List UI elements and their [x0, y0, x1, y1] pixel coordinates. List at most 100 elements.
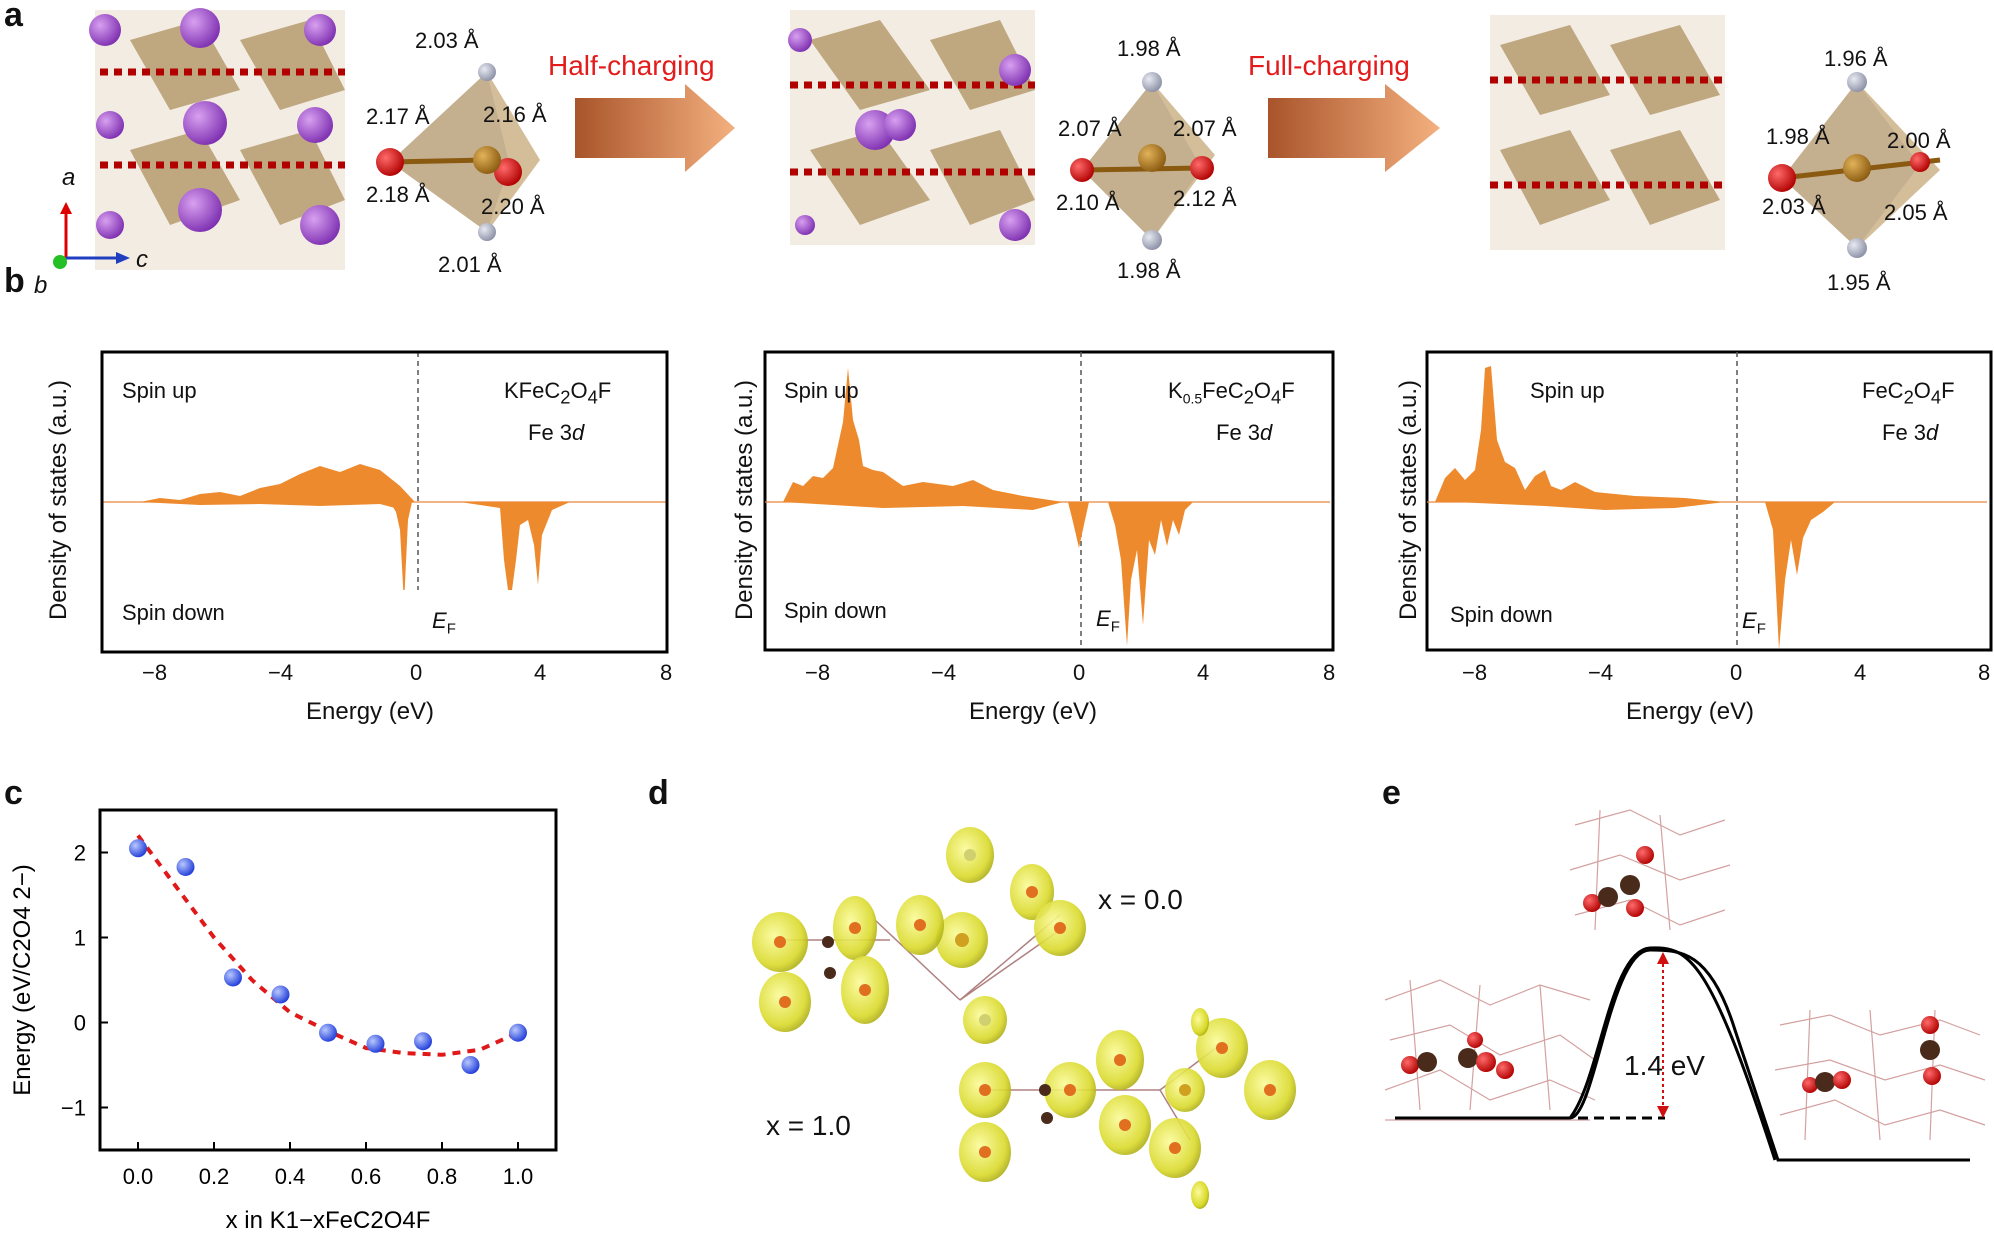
lattice-fragment-initial [1384, 979, 1596, 1121]
dos-ylabel-1: Density of states (a.u.) [45, 379, 72, 621]
ion-initial [1401, 1032, 1514, 1079]
panel-d-charge-density [752, 827, 1296, 1209]
arrow-full-charging [1268, 84, 1440, 172]
fermi-label: EF [1096, 606, 1120, 636]
bond-length: 1.95 Å [1827, 270, 1891, 295]
y-tick-label: 1 [74, 926, 86, 951]
bond-length: 2.10 Å [1056, 190, 1120, 215]
energy-vs-x-chart: 0.0 0.2 0.4 0.6 0.8 1.0 −1 0 1 2 x in K1−xFeC2O4F E… [9, 808, 558, 1234]
spin-down-label: Spin down [1450, 602, 1553, 627]
x-tick-label: 0.0 [123, 1164, 154, 1189]
x-tick: 4 [1854, 660, 1867, 685]
data-point [271, 985, 290, 1004]
orbital-label: Fe 3d [528, 420, 585, 445]
panel-label-a: a [4, 0, 23, 34]
bond-length: 1.98 Å [1117, 258, 1181, 283]
bond-length: 2.03 Å [415, 28, 479, 53]
crystal-structure-kfec2o4f [89, 8, 345, 270]
x-tick: 4 [1197, 660, 1210, 685]
dos-ylabel-3: Density of states (a.u.) [1395, 379, 1422, 621]
compound-label-fec2o4f: FeC2O4F [1862, 378, 1955, 408]
x-tick-label: 0.6 [351, 1164, 382, 1189]
dos-xlabel: Energy (eV) [969, 698, 1098, 725]
bond-length: 2.03 Å [1762, 194, 1826, 219]
bond-length: 1.98 Å [1766, 124, 1830, 149]
label-full-charging: Full-charging [1248, 50, 1410, 81]
bond-length: 2.17 Å [366, 104, 430, 129]
fermi-label: EF [1742, 608, 1766, 638]
data-point [461, 1056, 480, 1074]
bond-length: 2.16 Å [483, 102, 547, 127]
data-point [366, 1034, 385, 1053]
energy-barrier-curve [1568, 946, 1777, 1161]
axis-label-b: b [34, 272, 48, 299]
crystal-structure-fec2o4f [1490, 15, 1725, 250]
data-point [509, 1023, 527, 1042]
panel-e-migration-barrier [1384, 809, 1986, 1162]
compound-label-k05fec2o4f: K0.5FeC2O4F [1168, 378, 1295, 408]
x-tick: −8 [142, 660, 168, 685]
bond-length: 2.20 Å [481, 194, 545, 219]
fe-octahedron-3 [1768, 72, 1941, 258]
x-tick: −4 [1588, 660, 1614, 685]
panel-label-d: d [648, 774, 669, 812]
bond-length: 2.05 Å [1884, 200, 1948, 225]
compound-label-kfec2o4f: KFeC2O4F [504, 378, 612, 408]
ion-ts [1583, 846, 1654, 917]
x-tick: 8 [1323, 660, 1336, 685]
spin-up-label: Spin up [1530, 378, 1605, 403]
x-tick: −8 [805, 660, 831, 685]
fermi-label: EF [432, 608, 456, 638]
bond-length: 1.96 Å [1824, 46, 1888, 71]
x-tick-label: 0.2 [199, 1164, 230, 1189]
lattice-fragment-final [1774, 1009, 1986, 1141]
axis-label-a: a [62, 164, 76, 191]
x-tick-label: 0.8 [427, 1164, 458, 1189]
dos-plot-kfec2o4f-frame [100, 350, 669, 654]
data-point [176, 857, 195, 876]
panel-label-e: e [1382, 774, 1401, 812]
isosurface-x1 [959, 1008, 1296, 1209]
plot-frame [98, 808, 558, 1152]
fe-octahedron-2 [1070, 72, 1215, 250]
dos-xlabel: Energy (eV) [306, 698, 435, 725]
x1-label: x = 1.0 [766, 1110, 851, 1141]
data-point [319, 1023, 337, 1042]
panel-a-structures [53, 8, 1941, 270]
x-tick-label: 1.0 [503, 1164, 534, 1189]
data-point [224, 968, 242, 987]
dos-xlabel: Energy (eV) [1626, 698, 1755, 725]
orbital-label: Fe 3d [1216, 420, 1273, 445]
bond-length: 2.01 Å [438, 252, 502, 277]
y-tick-label: 0 [74, 1011, 86, 1036]
y-tick-label: −1 [61, 1096, 86, 1121]
dos-plot-fec2o4f [1425, 350, 1993, 652]
x-tick: 0 [1730, 660, 1743, 685]
y-axis-label: Energy (eV/C2O4 2−) [9, 864, 36, 1095]
arrow-half-charging [575, 84, 735, 172]
x-tick: −4 [268, 660, 294, 685]
fit-curve [136, 834, 519, 1057]
x-tick: −8 [1462, 660, 1488, 685]
x-axis-label: x in K1−xFeC2O4F [226, 1207, 431, 1234]
lattice-fragment-ts [1569, 809, 1731, 931]
x-tick: 0 [410, 660, 423, 685]
x-tick: 8 [660, 660, 673, 685]
dos-ylabel-2: Density of states (a.u.) [731, 379, 758, 621]
panel-label-c: c [4, 774, 23, 812]
data-point [129, 839, 147, 858]
bond-length: 2.18 Å [366, 182, 430, 207]
bond-length: 2.12 Å [1173, 186, 1237, 211]
barrier-label: 1.4 eV [1624, 1050, 1705, 1081]
x-tick: −4 [931, 660, 957, 685]
panel-label-b: b [4, 262, 25, 300]
fe-octahedron-1 [376, 63, 540, 241]
x-tick: 8 [1978, 660, 1991, 685]
bond-length: 1.98 Å [1117, 36, 1181, 61]
x-tick-label: 0.4 [275, 1164, 306, 1189]
orbital-label: Fe 3d [1882, 420, 1939, 445]
dos-plot-k05fec2o4f [763, 350, 1335, 652]
bond-length: 2.07 Å [1058, 116, 1122, 141]
isosurface-x0 [752, 827, 1086, 1044]
bond-length: 2.00 Å [1887, 128, 1951, 153]
